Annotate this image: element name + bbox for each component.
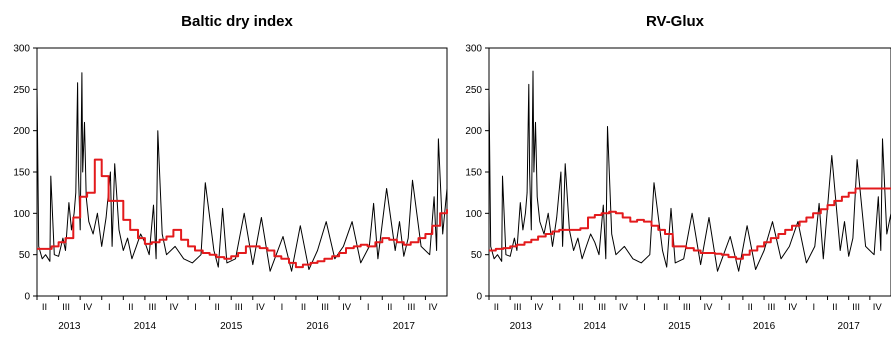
quarter-label: I bbox=[559, 302, 562, 313]
y-tick-label: 250 bbox=[13, 85, 30, 96]
y-tick-label: 200 bbox=[465, 126, 482, 137]
year-label: 2015 bbox=[220, 321, 243, 332]
quarter-label: IV bbox=[873, 302, 883, 313]
quarter-label: I bbox=[728, 302, 731, 313]
chart-title: Baltic dry index bbox=[181, 13, 293, 30]
y-tick-label: 100 bbox=[465, 209, 482, 220]
year-label: 2014 bbox=[584, 321, 607, 332]
quarter-label: III bbox=[62, 302, 70, 313]
quarter-label: III bbox=[148, 302, 156, 313]
y-tick-label: 0 bbox=[476, 292, 482, 303]
y-tick-label: 50 bbox=[19, 250, 31, 261]
quarter-label: I bbox=[812, 302, 815, 313]
quarter-label: I bbox=[281, 302, 284, 313]
quarter-label: II bbox=[301, 302, 306, 313]
quarter-label: II bbox=[494, 302, 499, 313]
y-tick-label: 50 bbox=[471, 250, 483, 261]
chart-title: RV-Glux bbox=[646, 13, 705, 30]
quarter-label: I bbox=[643, 302, 646, 313]
quarter-label: I bbox=[108, 302, 111, 313]
quarter-label: IV bbox=[170, 302, 180, 313]
quarter-label: IV bbox=[342, 302, 352, 313]
quarter-label: IV bbox=[788, 302, 798, 313]
quarter-label: IV bbox=[534, 302, 544, 313]
step-series-line bbox=[489, 187, 891, 260]
quarter-label: IV bbox=[83, 302, 93, 313]
year-label: 2015 bbox=[668, 321, 691, 332]
quarter-label: II bbox=[663, 302, 668, 313]
year-label: 2016 bbox=[753, 321, 776, 332]
quarter-label: III bbox=[235, 302, 243, 313]
quarter-label: IV bbox=[428, 302, 438, 313]
quarter-label: III bbox=[407, 302, 415, 313]
year-label: 2013 bbox=[58, 321, 81, 332]
actual-series-line bbox=[488, 70, 891, 272]
y-tick-label: 100 bbox=[13, 209, 30, 220]
year-label: 2013 bbox=[510, 321, 533, 332]
quarter-label: III bbox=[683, 302, 691, 313]
quarter-label: III bbox=[767, 302, 775, 313]
plot-frame bbox=[36, 47, 448, 297]
quarter-label: II bbox=[215, 302, 220, 313]
quarter-label: II bbox=[128, 302, 133, 313]
y-tick-label: 200 bbox=[13, 126, 30, 137]
quarter-label: IV bbox=[256, 302, 266, 313]
quarter-label: II bbox=[832, 302, 837, 313]
actual-series-line bbox=[36, 72, 448, 272]
year-label: 2017 bbox=[393, 321, 416, 332]
quarter-label: III bbox=[852, 302, 860, 313]
quarter-label: III bbox=[321, 302, 329, 313]
y-tick-label: 150 bbox=[13, 168, 30, 179]
quarter-label: I bbox=[194, 302, 197, 313]
y-tick-label: 150 bbox=[465, 168, 482, 179]
year-label: 2017 bbox=[838, 321, 861, 332]
quarter-label: I bbox=[367, 302, 370, 313]
y-tick-label: 300 bbox=[465, 44, 482, 55]
quarter-label: II bbox=[42, 302, 47, 313]
quarter-label: II bbox=[387, 302, 392, 313]
quarter-label: IV bbox=[619, 302, 629, 313]
y-tick-label: 250 bbox=[465, 85, 482, 96]
step-series-line bbox=[37, 158, 448, 269]
year-label: 2014 bbox=[134, 321, 157, 332]
quarter-label: IV bbox=[703, 302, 713, 313]
quarter-label: III bbox=[598, 302, 606, 313]
quarter-label: II bbox=[748, 302, 753, 313]
y-tick-label: 300 bbox=[13, 44, 30, 55]
quarter-label: III bbox=[514, 302, 522, 313]
y-tick-label: 0 bbox=[24, 292, 30, 303]
year-label: 2016 bbox=[306, 321, 329, 332]
quarter-label: II bbox=[578, 302, 583, 313]
